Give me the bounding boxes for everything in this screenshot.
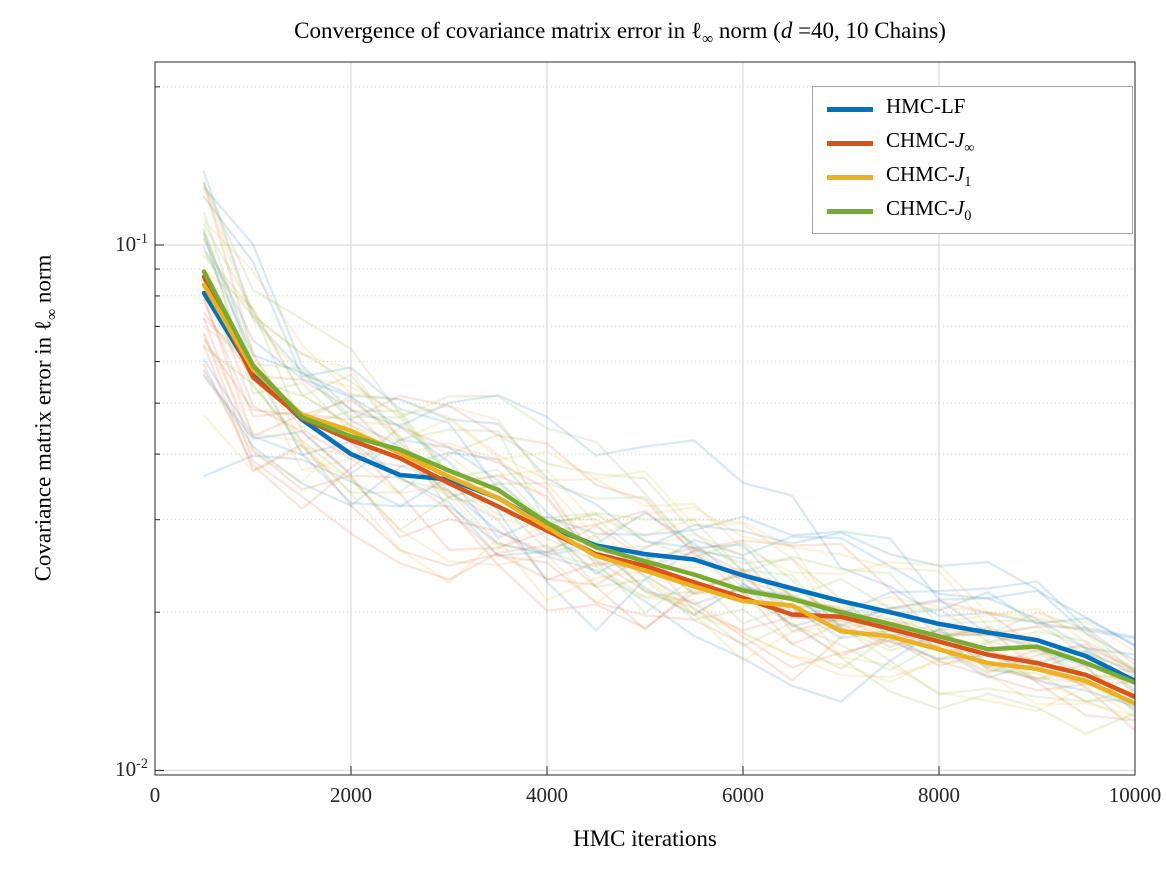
legend-label-hmc-lf: HMC-LF [886,94,966,119]
legend-line-swatch-chmc-jinf [827,140,873,146]
x-tick-label: 0 [149,783,161,807]
x-tick-label: 6000 [722,783,764,807]
series-line-chmc-j- [201,274,1135,700]
mean-lines-layer [201,269,1135,706]
chain-line [202,181,1135,681]
chain-line [202,454,1135,692]
ell-subscript: ∞ [701,30,714,48]
chain-line [202,358,1135,639]
chain-line [202,170,1135,708]
chain-line [202,317,1135,674]
legend: HMC-LF CHMC-J∞ CHMC-J1 CHMC-J0 [812,86,1133,234]
axis-box [154,61,1136,776]
x-tick-label: 10000 [1108,783,1162,807]
legend-label-chmc-j1: CHMC-J1 [886,162,972,191]
legend-entry-chmc-j1: CHMC-J1 [813,160,1132,194]
chain-line [202,296,1135,666]
y-tick-label: 10-2 [115,756,148,782]
chain-line [202,231,1135,711]
chain-line [202,186,1135,640]
chain-line [202,344,1135,671]
series-line-chmc-j1 [201,282,1135,706]
y-tick-label: 10-1 [115,230,148,256]
chain-line [202,219,1135,653]
title-text-2: norm ( [713,18,781,43]
chain-line [202,269,1135,680]
legend-entry-hmc-lf: HMC-LF [813,92,1132,126]
chain-line [202,237,1135,648]
chain-line [202,311,1135,692]
x-tick-label: 2000 [330,783,372,807]
title-text-3: =40, 10 Chains) [792,18,946,43]
chain-line [202,233,1135,711]
chain-line [202,223,1135,687]
chain-line [202,413,1135,698]
x-tick-label: 4000 [526,783,568,807]
ell-symbol: ℓ [690,18,702,43]
chain-line [202,369,1135,679]
chain-line [202,275,1135,704]
series-line-hmc-lf [201,290,1135,684]
chain-line [202,245,1135,656]
title-text: Convergence of covariance matrix error i… [294,18,691,43]
x-axis-label: HMC iterations [573,826,717,851]
x-tick-label: 8000 [918,783,960,807]
legend-line-swatch-chmc-j0 [827,208,873,214]
legend-line-swatch-chmc-j1 [827,174,873,180]
legend-line-swatch-hmc-lf [827,106,873,112]
chain-line [202,333,1135,681]
chart-title: Convergence of covariance matrix error i… [90,18,1150,49]
legend-label-chmc-j0: CHMC-J0 [886,196,972,225]
series-line-chmc-j0 [201,269,1135,685]
chain-line [202,228,1135,714]
legend-entry-chmc-j0: CHMC-J0 [813,194,1132,228]
chain-line [202,345,1135,677]
chain-line [202,254,1135,694]
legend-label-chmc-jinf: CHMC-J∞ [886,128,975,157]
chain-line [202,212,1135,703]
chain-line [202,250,1135,735]
d-variable: d [780,18,793,43]
legend-entry-chmc-jinf: CHMC-J∞ [813,126,1132,160]
chain-line [202,195,1135,662]
